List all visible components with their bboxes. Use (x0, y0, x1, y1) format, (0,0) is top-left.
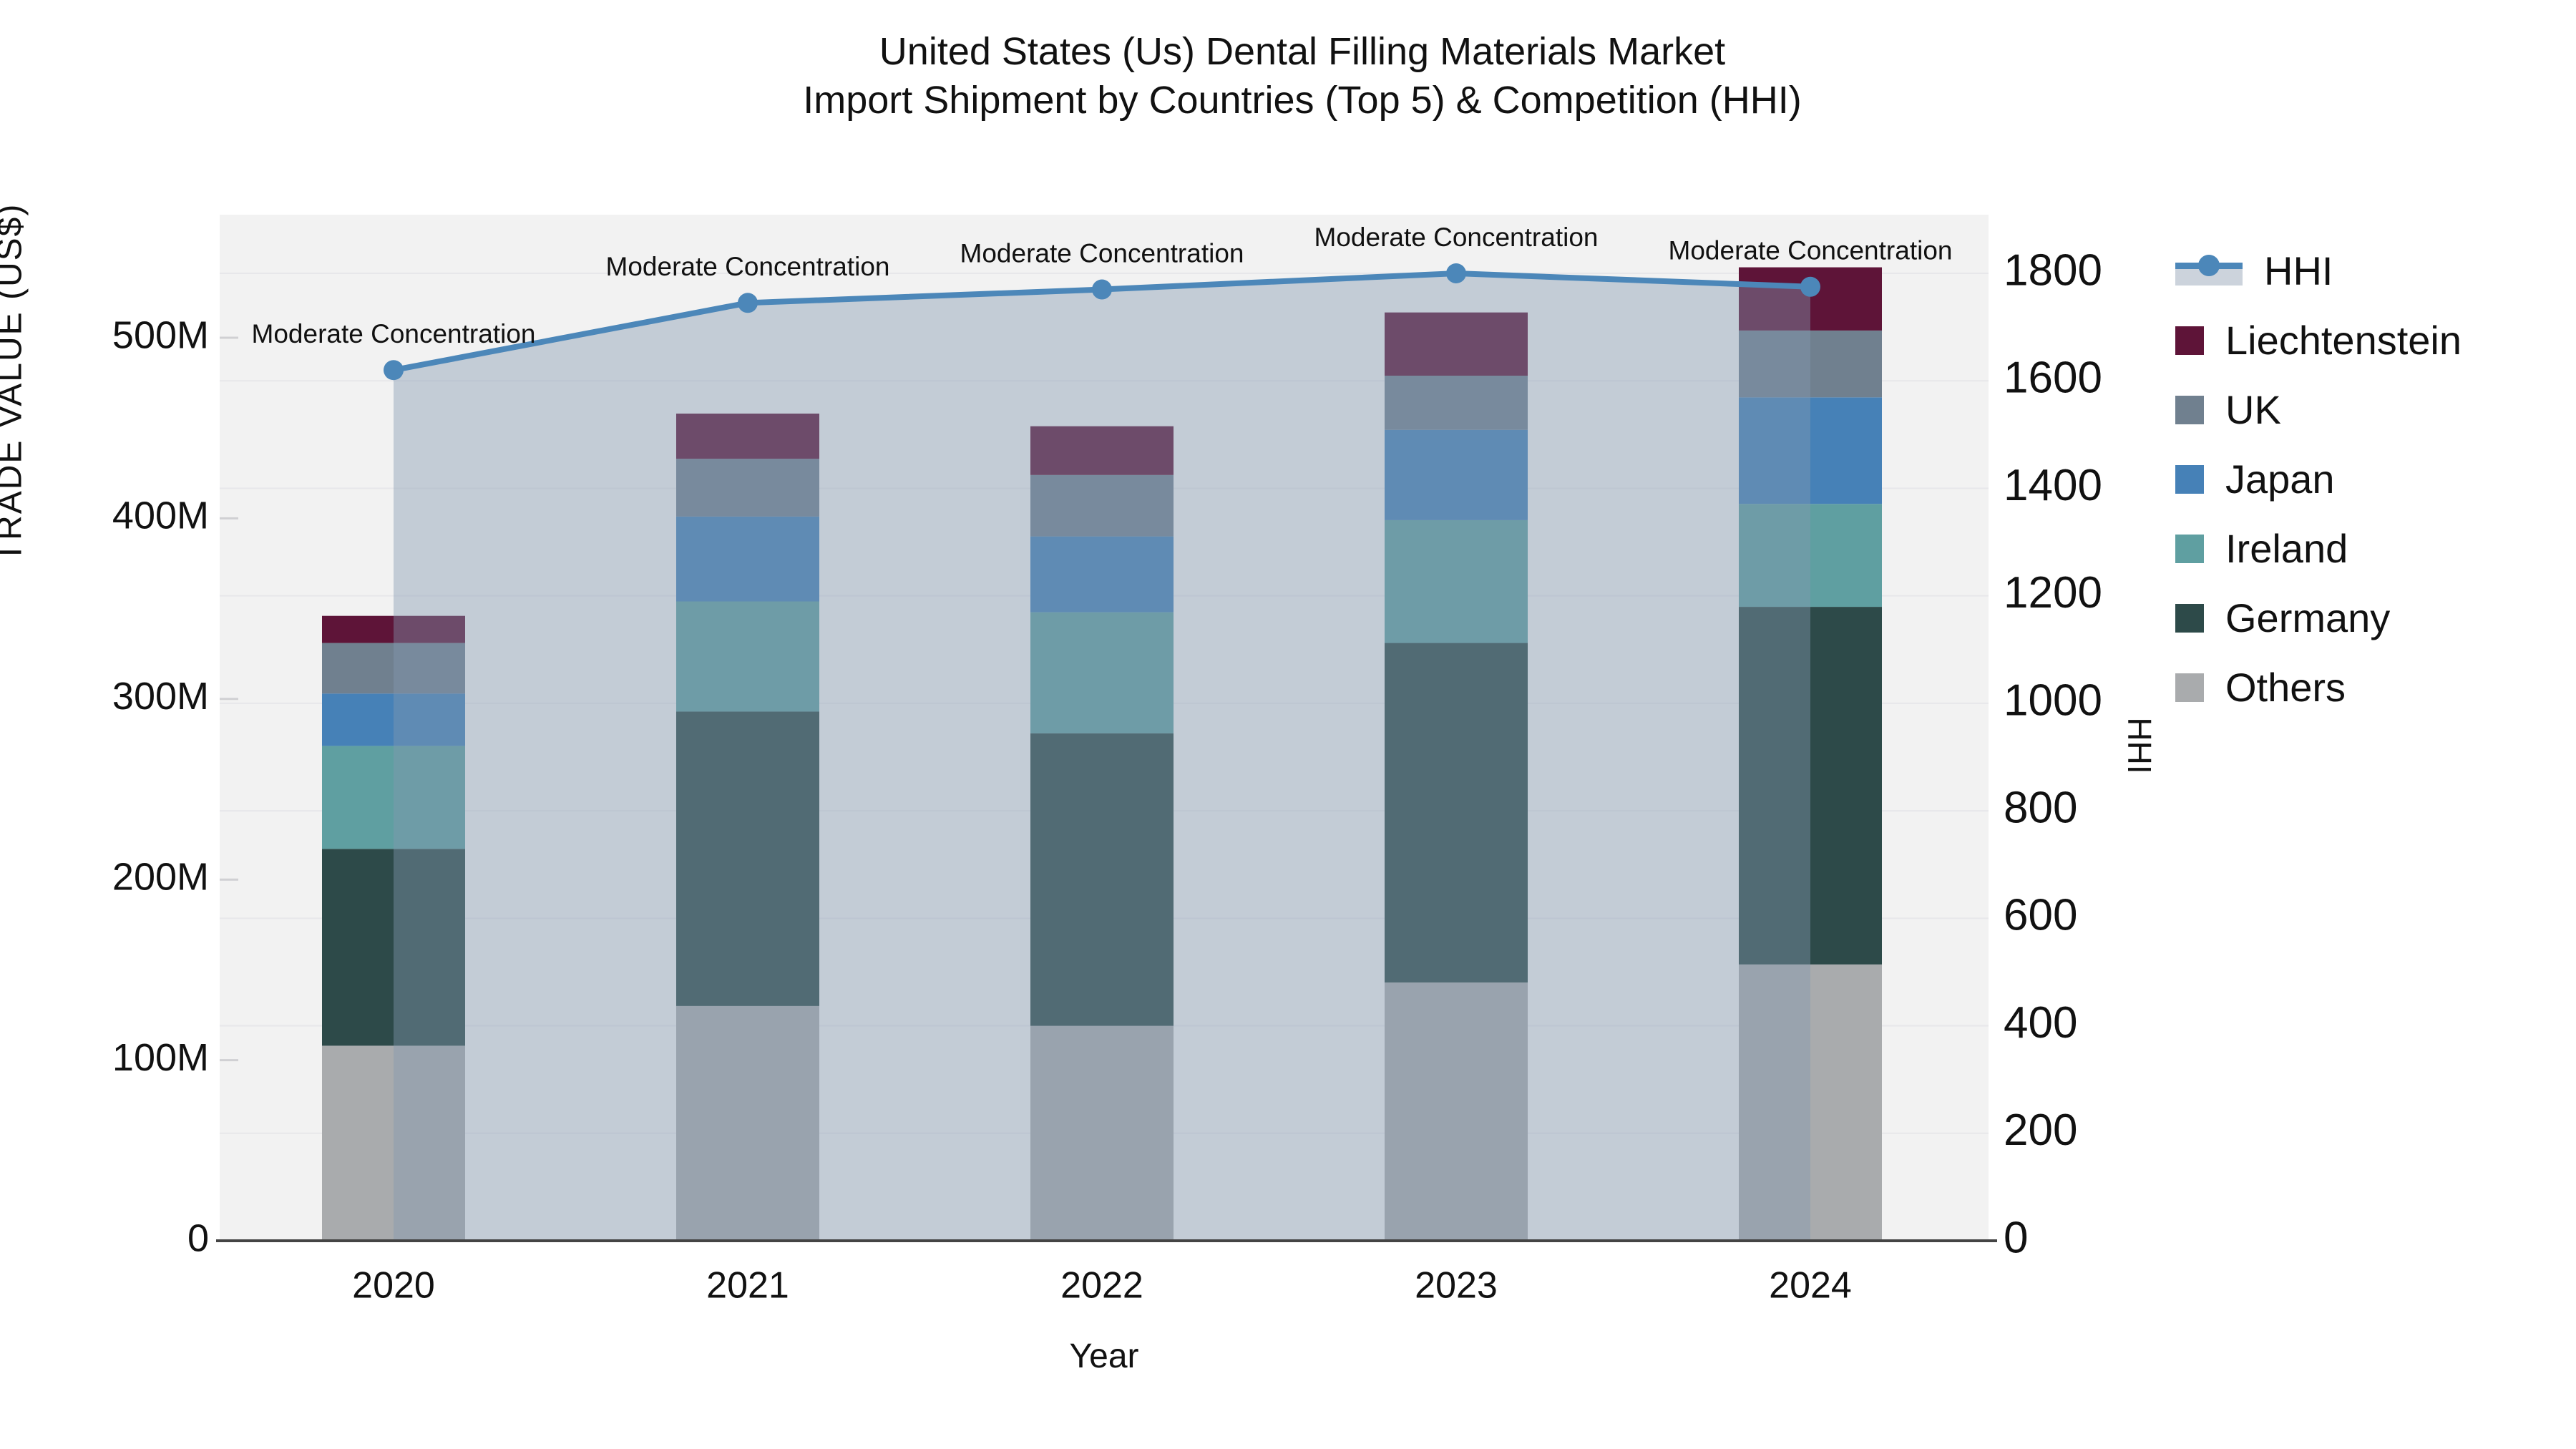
bar-segment-2020-liechtenstein (322, 615, 465, 643)
chart-title-line1: United States (Us) Dental Filling Materi… (879, 30, 1726, 73)
legend-label: Japan (2225, 457, 2335, 502)
bar-segment-2022-uk (1030, 474, 1174, 537)
x-tick-label: 2022 (1060, 1265, 1143, 1307)
annotation-2023: Moderate Concentration (1314, 223, 1599, 252)
hhi-marker-2024 (1800, 276, 1820, 297)
hhi-line-sample-icon (2175, 254, 2243, 287)
bar-segment-2021-others (676, 1005, 819, 1241)
legend-item-hhi[interactable]: HHI (2175, 236, 2462, 306)
annotation-2022: Moderate Concentration (960, 238, 1244, 268)
bar-segment-2022-others (1030, 1025, 1174, 1241)
y-tick-label: 300M (112, 675, 209, 718)
y2-tick-label: 200 (2004, 1106, 2077, 1155)
x-tick-label: 2021 (706, 1265, 789, 1307)
y2-axis-title: HHI (2121, 717, 2158, 774)
color-swatch (2175, 603, 2204, 633)
bar-segment-2021-ireland (676, 601, 819, 712)
bar-segment-2022-japan (1030, 536, 1174, 613)
y2-tick-label: 600 (2004, 891, 2077, 940)
legend-label: Ireland (2225, 526, 2348, 571)
bar-segment-2020-ireland (322, 746, 465, 849)
y-tick-label: 500M (112, 313, 209, 356)
bar-segment-2021-uk (676, 459, 819, 517)
bar-segment-2024-uk (1739, 330, 1882, 398)
y-tick-label: 200M (112, 855, 209, 898)
y2-tick-label: 0 (2004, 1213, 2028, 1262)
legend-item-japan[interactable]: Japan (2175, 444, 2462, 514)
x-axis-title: Year (1069, 1337, 1139, 1375)
color-swatch (2175, 395, 2204, 424)
hhi-marker-dot-icon (2198, 254, 2220, 276)
bar-segment-2020-others (322, 1045, 465, 1241)
bar-segment-2023-germany (1385, 643, 1528, 983)
bar-segment-2024-japan (1739, 397, 1882, 504)
chart-title-line2: Import Shipment by Countries (Top 5) & C… (803, 79, 1802, 122)
hhi-marker-2020 (384, 360, 404, 381)
legend: HHI Liechtenstein UK Japan Ireland Germa… (2175, 236, 2462, 722)
y2-tick-label: 800 (2004, 783, 2077, 832)
bar-segment-2021-japan (676, 516, 819, 602)
bar-segment-2023-japan (1385, 429, 1528, 520)
y2-tick-label: 1200 (2004, 568, 2102, 618)
bar-segment-2020-uk (322, 643, 465, 694)
bar-segment-2020-germany (322, 849, 465, 1046)
bar-segment-2021-germany (676, 711, 819, 1006)
color-swatch (2175, 464, 2204, 494)
y2-tick-label: 400 (2004, 998, 2077, 1048)
x-tick-label: 2020 (352, 1265, 435, 1307)
legend-item-germany[interactable]: Germany (2175, 583, 2462, 653)
bar-segment-2024-ireland (1739, 504, 1882, 608)
hhi-marker-2021 (738, 293, 758, 313)
bar-segment-2022-ireland (1030, 612, 1174, 733)
legend-item-others[interactable]: Others (2175, 653, 2462, 722)
legend-label: Germany (2225, 595, 2391, 640)
bar-segment-2020-japan (322, 693, 465, 746)
bar-segment-2021-liechtenstein (676, 414, 819, 459)
bar-segment-2024-germany (1739, 607, 1882, 965)
y2-tick-label: 1600 (2004, 353, 2102, 403)
y2-tick-label: 1400 (2004, 461, 2102, 510)
color-swatch (2175, 673, 2204, 702)
annotation-2021: Moderate Concentration (606, 252, 890, 281)
chart-title: United States (Us) Dental Filling Materi… (803, 27, 1802, 125)
annotation-2024: Moderate Concentration (1669, 236, 1953, 265)
legend-item-ireland[interactable]: Ireland (2175, 514, 2462, 583)
legend-label: Others (2225, 665, 2346, 710)
legend-label: HHI (2264, 248, 2333, 293)
legend-label: Liechtenstein (2225, 318, 2462, 363)
hhi-marker-2022 (1092, 279, 1112, 300)
hhi-marker-2023 (1446, 263, 1466, 283)
legend-item-liechtenstein[interactable]: Liechtenstein (2175, 306, 2462, 375)
y-tick-label: 100M (112, 1036, 209, 1079)
color-swatch (2175, 534, 2204, 563)
x-tick-label: 2024 (1769, 1265, 1852, 1307)
bar-segment-2023-others (1385, 982, 1528, 1241)
y-axis-title: TRADE VALUE (US$) (0, 203, 29, 563)
legend-item-uk[interactable]: UK (2175, 375, 2462, 444)
color-swatch (2175, 326, 2204, 355)
hhi-area-fill (394, 273, 1810, 1241)
y-tick-label: 400M (112, 494, 209, 537)
bar-segment-2023-uk (1385, 376, 1528, 430)
x-tick-label: 2023 (1415, 1265, 1498, 1307)
y2-tick-label: 1000 (2004, 675, 2102, 725)
legend-label: UK (2225, 387, 2281, 432)
y2-tick-label: 1800 (2004, 245, 2102, 295)
annotation-2020: Moderate Concentration (252, 319, 536, 348)
bar-segment-2024-others (1739, 964, 1882, 1241)
bar-segment-2022-germany (1030, 733, 1174, 1026)
bar-segment-2023-ireland (1385, 519, 1528, 643)
y-tick-label: 0 (187, 1216, 209, 1259)
bar-segment-2022-liechtenstein (1030, 426, 1174, 475)
bar-segment-2023-liechtenstein (1385, 312, 1528, 376)
